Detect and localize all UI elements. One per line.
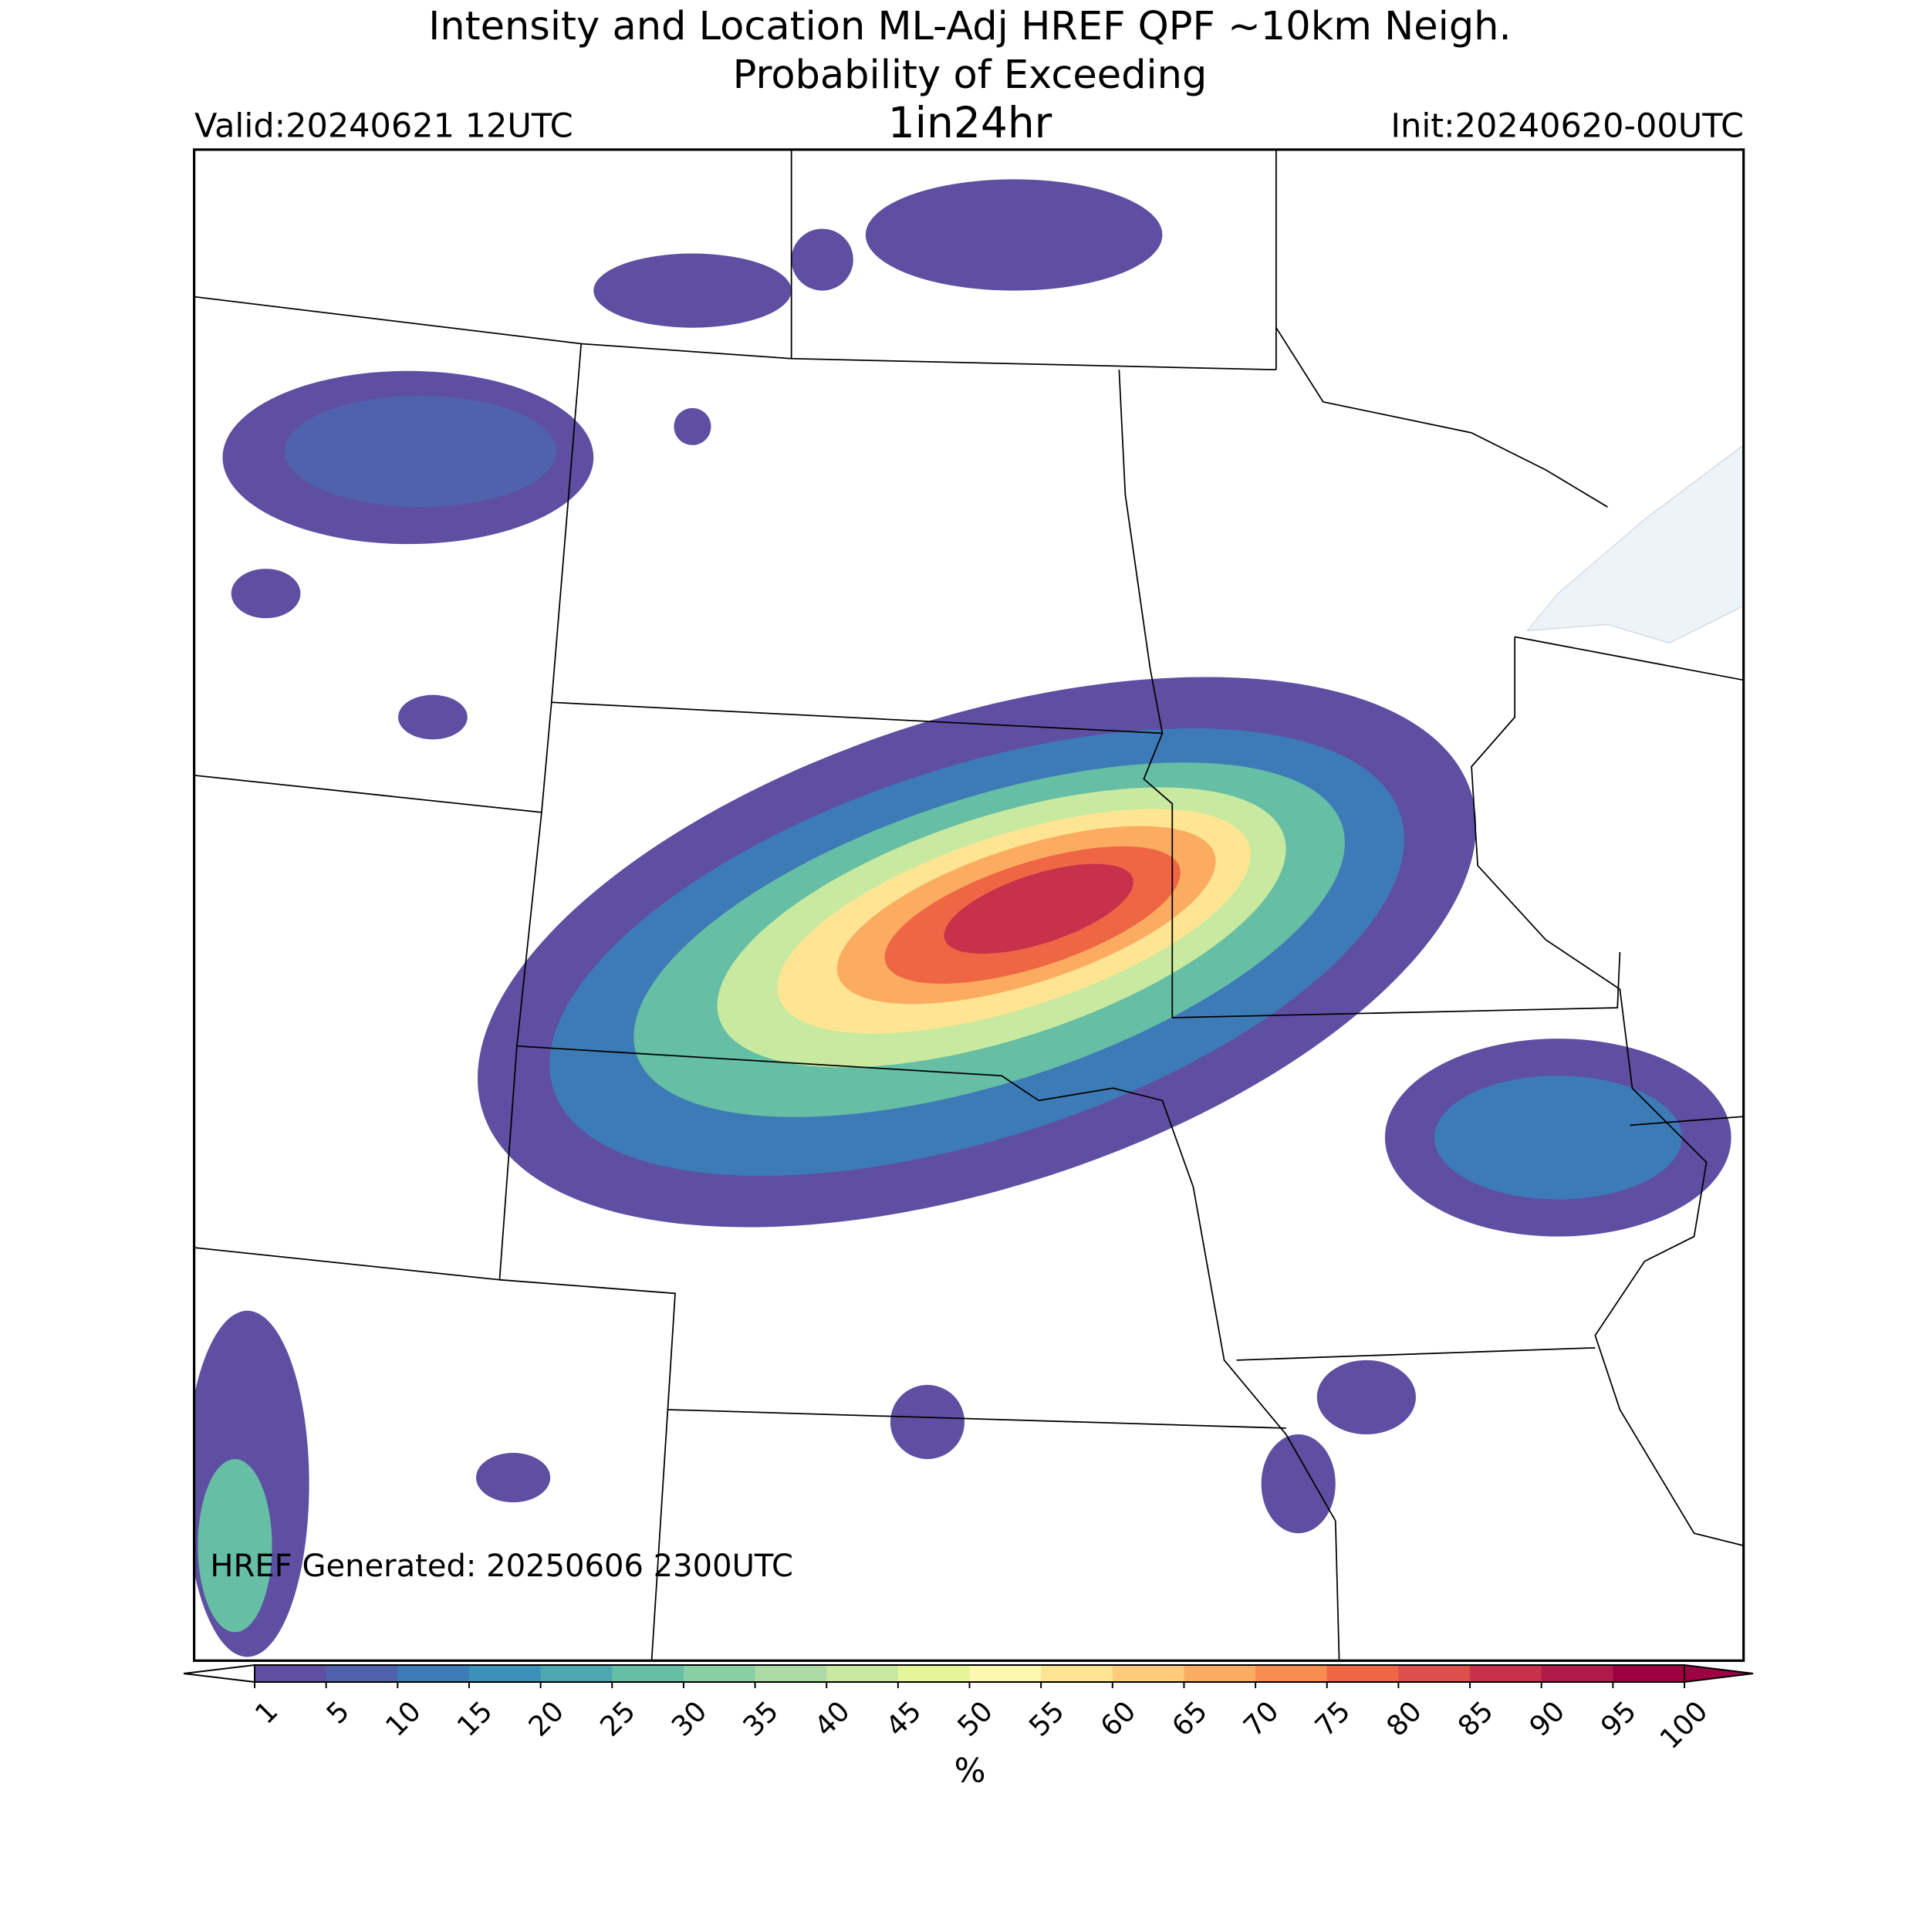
colorbar-bin: [612, 1665, 684, 1682]
colorbar-tick-label: 50: [952, 1695, 999, 1742]
map-frame: [193, 148, 1745, 1662]
colorbar-bin: [969, 1665, 1042, 1682]
title: Intensity and Location ML-Adj HREF QPF ~…: [428, 4, 1511, 49]
colorbar-bin: [1613, 1665, 1685, 1682]
colorbar-bin: [1470, 1665, 1542, 1682]
subtitle: Probability of Exceeding: [733, 52, 1208, 98]
colorbar-bin: [397, 1665, 470, 1682]
colorbar-tick-label: 10: [380, 1695, 427, 1742]
colorbar-tick-label: 25: [594, 1695, 641, 1742]
colorbar-bin: [326, 1665, 398, 1682]
colorbar-tick-label: 20: [523, 1695, 570, 1742]
colorbar-tick-label: 1: [249, 1695, 284, 1730]
colorbar-under: [183, 1663, 255, 1684]
colorbar-bin: [826, 1665, 899, 1682]
colorbar-tick-label: 95: [1595, 1695, 1642, 1742]
map: HREF Generated: 20250606 2300UTC: [193, 148, 1745, 1662]
colorbar-bin: [755, 1665, 827, 1682]
colorbar-tick-label: 5: [321, 1695, 356, 1730]
colorbar-tick-label: 100: [1654, 1695, 1714, 1755]
colorbar-tick-label: 85: [1452, 1695, 1499, 1742]
colorbar-tick-label: 40: [809, 1695, 856, 1742]
colorbar-tick-label: 65: [1167, 1695, 1214, 1742]
colorbar-tick-label: 15: [451, 1695, 498, 1742]
colorbar-tick-label: 70: [1238, 1695, 1285, 1742]
colorbar-tick-label: 75: [1309, 1695, 1356, 1742]
colorbar-bin: [1398, 1665, 1471, 1682]
colorbar-bin: [897, 1665, 970, 1682]
colorbar-tick-label: 35: [738, 1695, 785, 1742]
colorbar-tick-label: 60: [1095, 1695, 1142, 1742]
colorbar-tick-label: 90: [1524, 1695, 1571, 1742]
generated-note: HREF Generated: 20250606 2300UTC: [210, 1549, 793, 1584]
colorbar-bin: [1541, 1665, 1613, 1682]
colorbar-bin: [1041, 1665, 1113, 1682]
colorbar-tick-label: 30: [666, 1695, 713, 1742]
lake-superior: [1525, 444, 1744, 644]
colorbar-bin: [255, 1665, 327, 1682]
colorbar-bin: [1112, 1665, 1184, 1682]
valid-time: Valid:20240621 12UTC: [194, 107, 573, 146]
colorbar-over: [1684, 1663, 1754, 1684]
colorbar: 1 5 10 15 20 25 30 35 40 45 50 55 60 65 70 75 80 85 90 95 10…: [183, 1663, 1754, 1755]
colorbar-bin: [1184, 1665, 1256, 1682]
colorbar-bin: [683, 1665, 756, 1682]
threshold-label: 1in24hr: [888, 98, 1052, 147]
precip-field: [194, 179, 1731, 1657]
colorbar-tick-label: 80: [1380, 1695, 1427, 1742]
colorbar-bin: [468, 1665, 542, 1682]
colorbar-tick-label: 45: [880, 1695, 927, 1742]
colorbar-tick-label: 55: [1023, 1695, 1070, 1742]
state-borders: [194, 149, 1744, 1661]
colorbar-bin: [540, 1665, 613, 1682]
colorbar-bin: [1326, 1665, 1399, 1682]
init-time: Init:20240620-00UTC: [1390, 107, 1744, 146]
colorbar-bin: [1255, 1665, 1328, 1682]
colorbar-label: %: [954, 1752, 986, 1791]
